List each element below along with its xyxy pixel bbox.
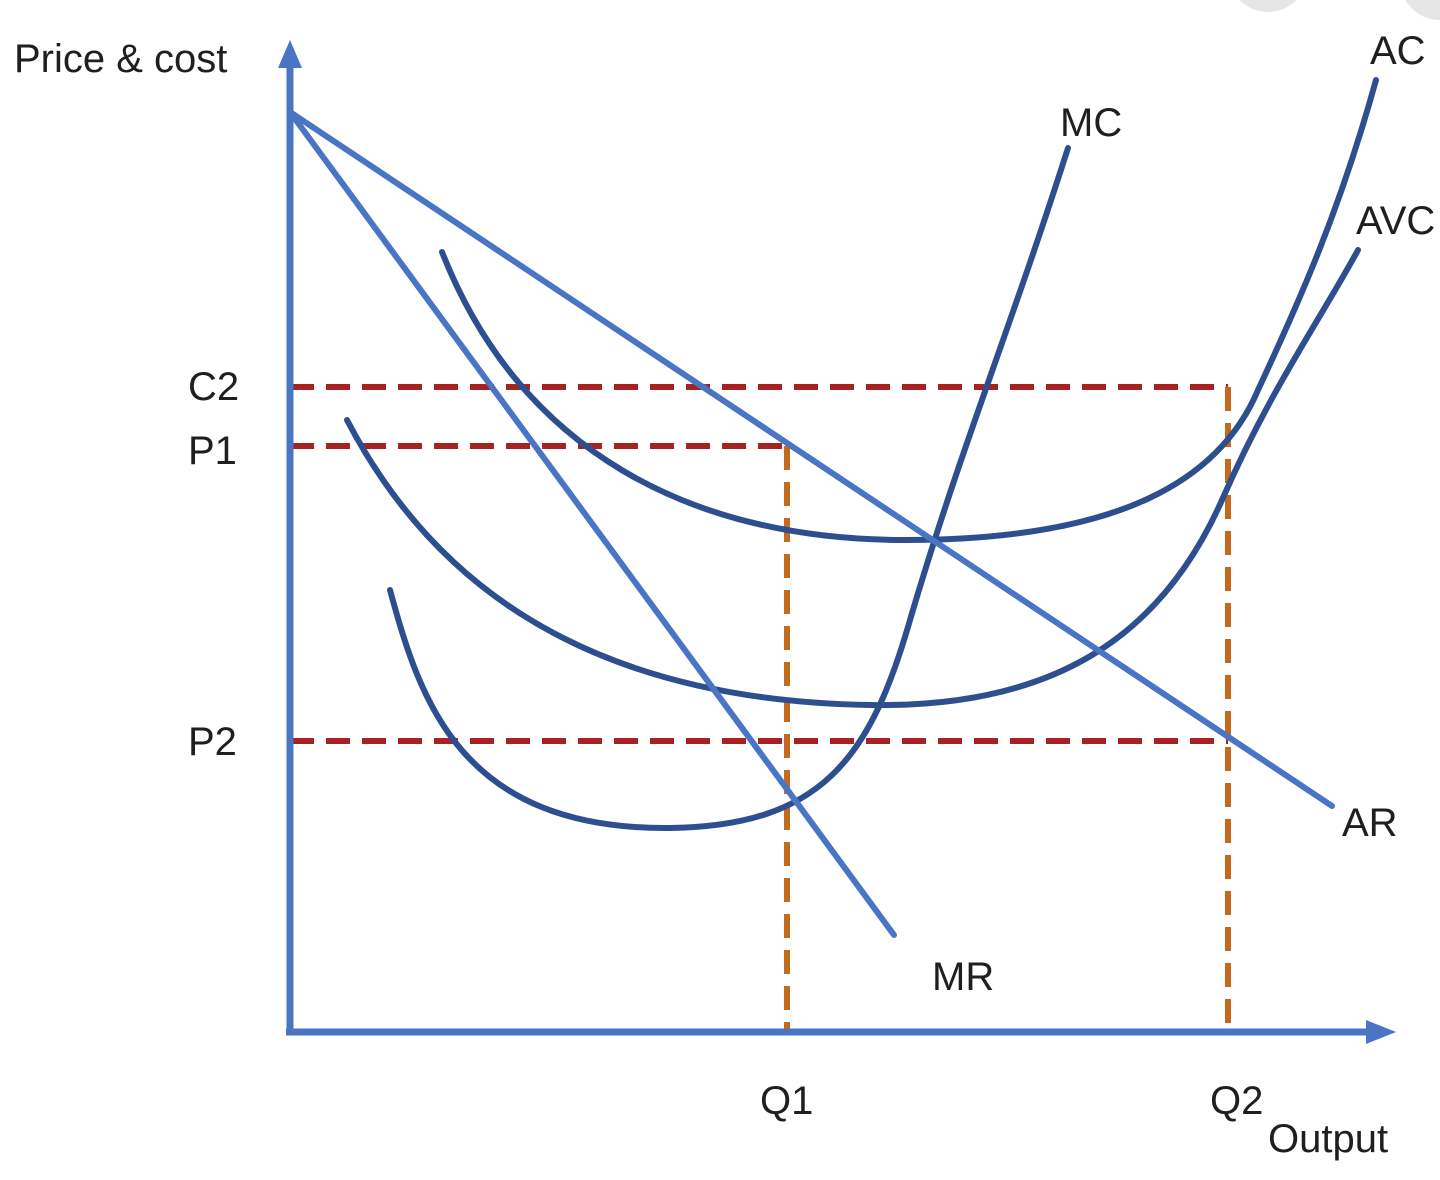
mc-label: MC — [1060, 101, 1122, 145]
avc-label: AVC — [1356, 199, 1435, 243]
ac-label: AC — [1370, 29, 1426, 73]
p1-label: P1 — [188, 429, 237, 473]
avc-curve — [344, 247, 1361, 709]
labels: Price & cost Output C2 P1 P2 Q1 Q2 MC AC… — [14, 29, 1435, 1161]
revenue-lines — [287, 109, 1335, 938]
ac-curve — [439, 77, 1379, 544]
corner-decoration-right — [1405, 0, 1440, 20]
x-axis-label: Output — [1268, 1117, 1388, 1161]
q1-label: Q1 — [760, 1079, 813, 1123]
y-axis-label: Price & cost — [14, 37, 227, 81]
guide-lines — [290, 384, 1231, 1032]
mr-line — [287, 109, 897, 938]
q2-label: Q2 — [1210, 1079, 1263, 1123]
mr-label: MR — [932, 955, 994, 999]
y-axis-arrowhead — [278, 40, 302, 68]
ar-label: AR — [1342, 801, 1398, 845]
p2-label: P2 — [188, 720, 237, 764]
axes — [278, 40, 1396, 1044]
x-axis-arrowhead — [1366, 1020, 1396, 1044]
cost-curves — [344, 77, 1379, 832]
corner-decoration-left — [1239, 0, 1297, 12]
ar-line — [287, 109, 1335, 809]
mc-curve — [387, 145, 1071, 832]
c2-label: C2 — [188, 365, 239, 409]
